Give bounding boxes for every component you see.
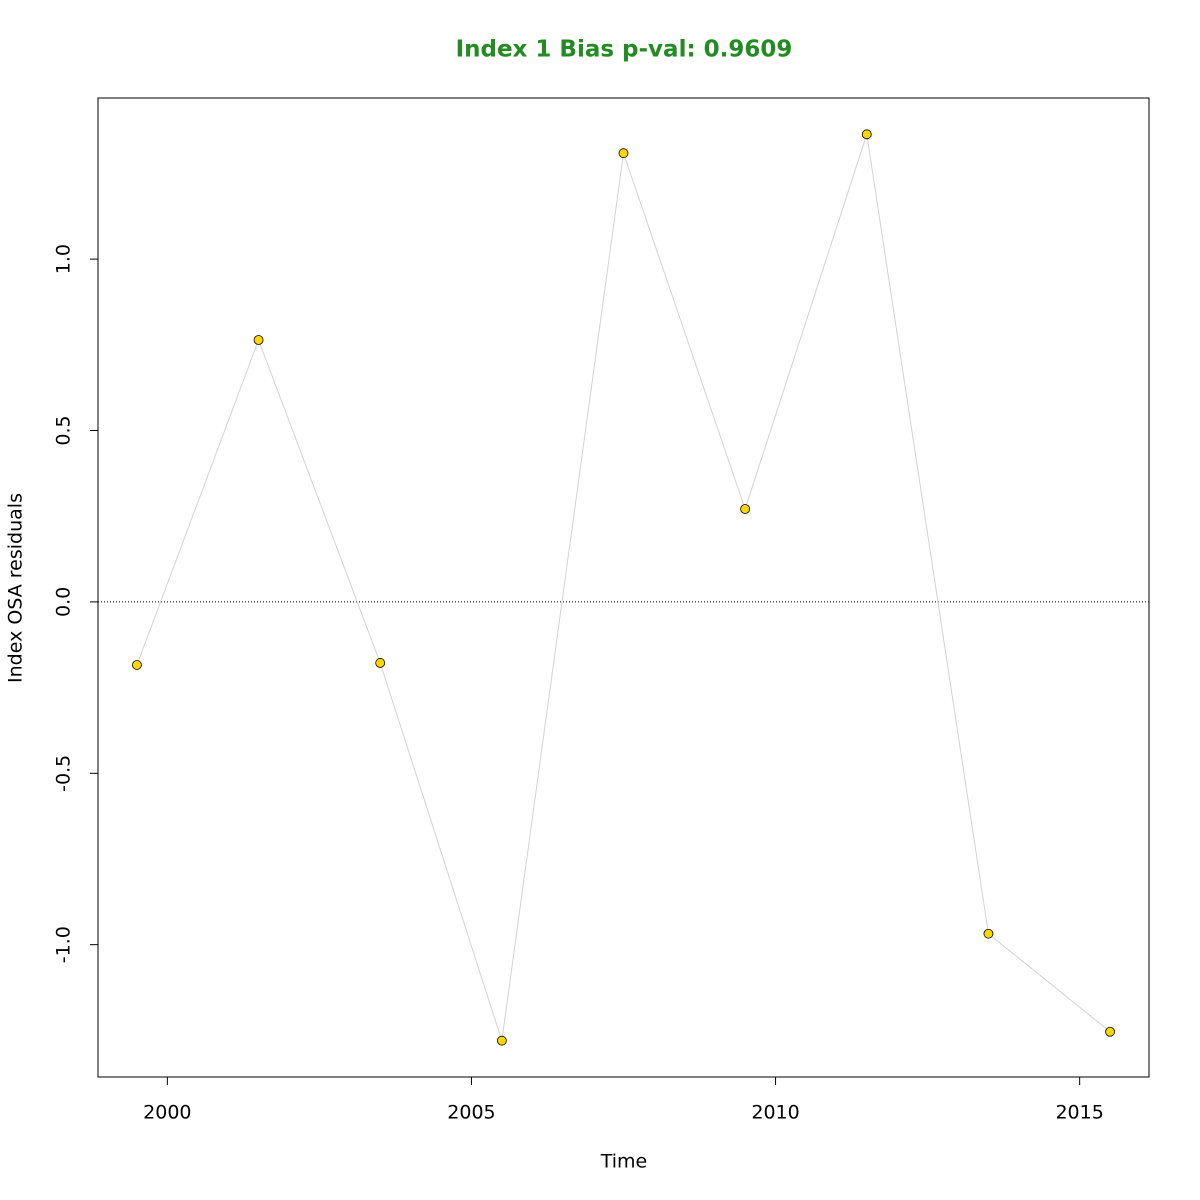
y-axis-label: Index OSA residuals: [5, 493, 27, 683]
data-point: [375, 658, 386, 668]
y-tick-label: 0.0: [53, 587, 75, 617]
plot-frame: [97, 97, 1150, 1078]
data-point: [983, 928, 994, 939]
x-tick-label: 2005: [447, 1102, 495, 1124]
data-point: [861, 129, 872, 140]
y-tick-label: -0.5: [53, 755, 75, 792]
data-point: [132, 660, 142, 670]
y-tick-label: 0.5: [53, 415, 75, 445]
data-point: [253, 335, 264, 345]
data-point: [1105, 1026, 1115, 1037]
data-point: [740, 504, 751, 514]
data-point: [618, 148, 629, 159]
x-tick-label: 2015: [1055, 1102, 1103, 1124]
y-tick-label: -1.0: [53, 926, 75, 963]
x-tick-label: 2010: [751, 1102, 799, 1124]
chart-title: Index 1 Bias p-val: 0.9609: [456, 37, 793, 63]
y-tick-label: 1.0: [53, 244, 75, 274]
data-point: [496, 1035, 507, 1046]
x-tick-label: 2000: [143, 1102, 191, 1124]
x-axis-label: Time: [600, 1151, 648, 1173]
